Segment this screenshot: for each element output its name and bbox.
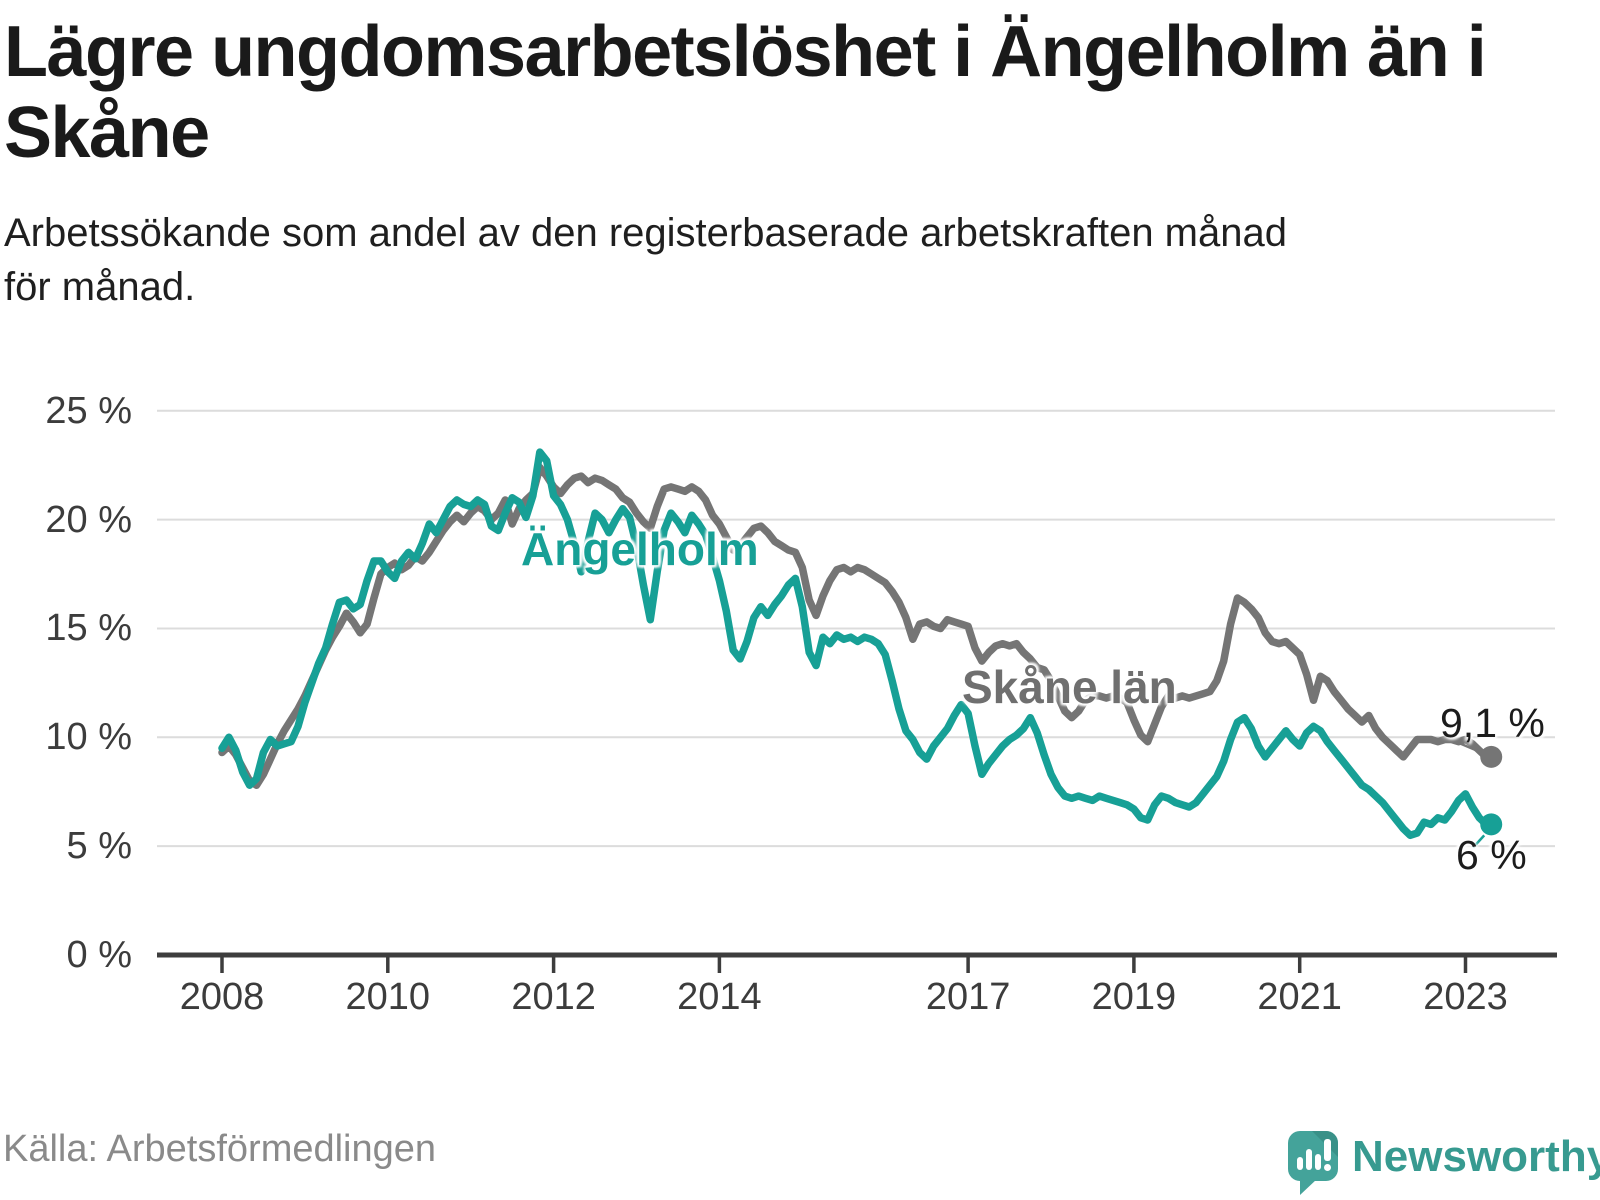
series-end-dots [1480,745,1503,836]
y-tick-label: 20 % [45,498,132,541]
source-note: Källa: Arbetsförmedlingen [3,1128,437,1170]
brand-name: Newsworthy [1352,1132,1600,1181]
x-axis [157,952,1557,973]
series-skane-line [218,463,1490,789]
x-tick-label: 2008 [179,976,265,1018]
page-title: Lägre ungdomsarbetslöshet i Ängelholm än… [4,12,1487,174]
y-tick-label: 25 % [45,389,132,432]
series-label-angelholm: Ängelholm [521,523,759,575]
end-value-label-skane: 9,1 % [1440,700,1545,746]
x-tick-label: 2012 [511,976,596,1018]
y-tick-label: 5 % [66,825,132,868]
x-tick-label: 2021 [1257,976,1342,1018]
x-tick-label: 2023 [1423,976,1508,1018]
chart-subtitle: Arbetssökande som andel av den registerb… [4,211,1287,309]
end-label-leader-lines [1448,737,1486,849]
end-value-label-angelholm: 6 % [1456,832,1527,878]
logo-speech-tail [1300,1179,1317,1195]
logo-exclamation-dot-icon [1324,1164,1331,1171]
logo-exclamation-icon [1324,1139,1331,1161]
logo-bar-icon [1297,1157,1303,1170]
y-tick-label: 0 % [66,934,132,976]
series-angelholm-line [218,448,1490,840]
x-tick-label: 2019 [1091,976,1177,1018]
y-tick-label: 10 % [45,716,132,759]
x-tick-label: 2017 [925,976,1011,1018]
logo-bar-icon [1315,1154,1321,1170]
x-tick-label: 2014 [677,976,762,1018]
y-tick-label: 15 % [45,607,132,650]
logo-bar-icon [1306,1149,1312,1170]
x-tick-label: 2010 [345,976,431,1018]
series-label-skane: Skåne län [962,661,1177,713]
newsworthy-logo-icon [1288,1131,1338,1181]
